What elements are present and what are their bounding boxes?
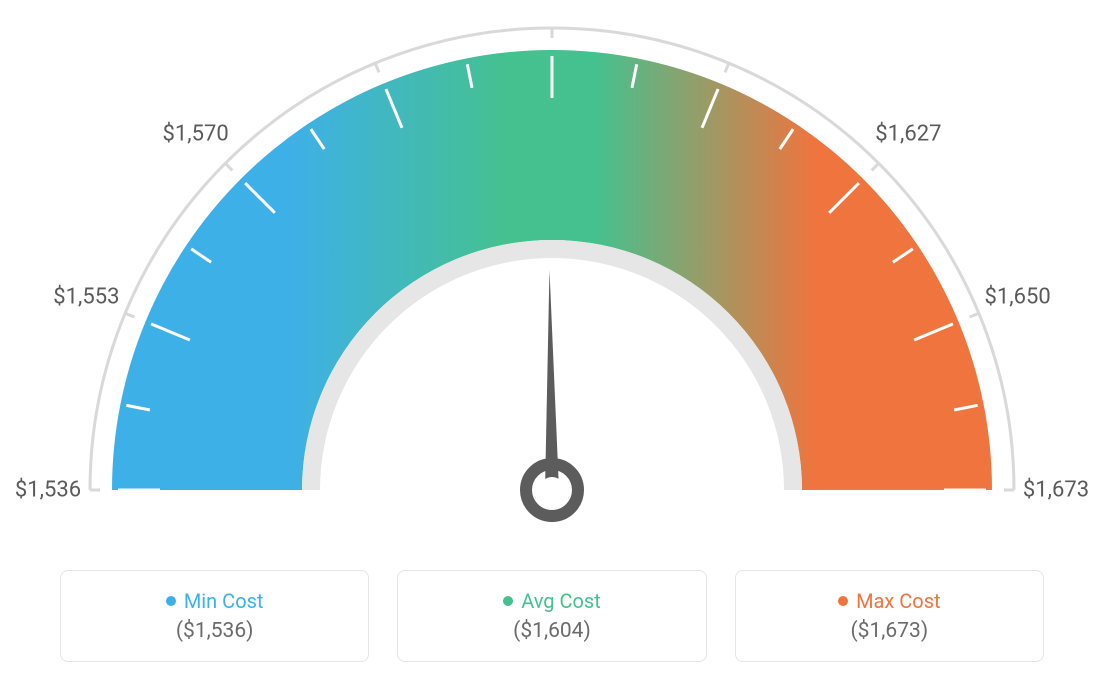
- gauge-tick-label: $1,570: [163, 121, 229, 146]
- avg-title-row: Avg Cost: [503, 589, 601, 613]
- avg-value: ($1,604): [513, 619, 591, 643]
- min-value: ($1,536): [176, 619, 254, 643]
- gauge-tick-label: $1,650: [985, 285, 1051, 310]
- max-cost-box: Max Cost ($1,673): [735, 570, 1044, 662]
- avg-dot: [503, 596, 513, 606]
- min-title: Min Cost: [184, 589, 264, 613]
- avg-cost-box: Avg Cost ($1,604): [397, 570, 706, 662]
- min-title-row: Min Cost: [166, 589, 264, 613]
- gauge-tick-label: $1,536: [15, 478, 81, 503]
- min-cost-box: Min Cost ($1,536): [60, 570, 369, 662]
- max-dot: [838, 596, 848, 606]
- legend-row: Min Cost ($1,536) Avg Cost ($1,604) Max …: [0, 570, 1104, 662]
- max-title: Max Cost: [856, 589, 941, 613]
- gauge-tick-label: $1,627: [875, 121, 941, 146]
- avg-title: Avg Cost: [521, 589, 601, 613]
- min-dot: [166, 596, 176, 606]
- max-title-row: Max Cost: [838, 589, 941, 613]
- gauge-tick-label: $1,673: [1023, 478, 1089, 503]
- gauge-svg: [0, 0, 1104, 560]
- gauge-chart: $1,536$1,553$1,570$1,604$1,627$1,650$1,6…: [0, 0, 1104, 560]
- max-value: ($1,673): [850, 619, 928, 643]
- gauge-tick-label: $1,553: [53, 285, 119, 310]
